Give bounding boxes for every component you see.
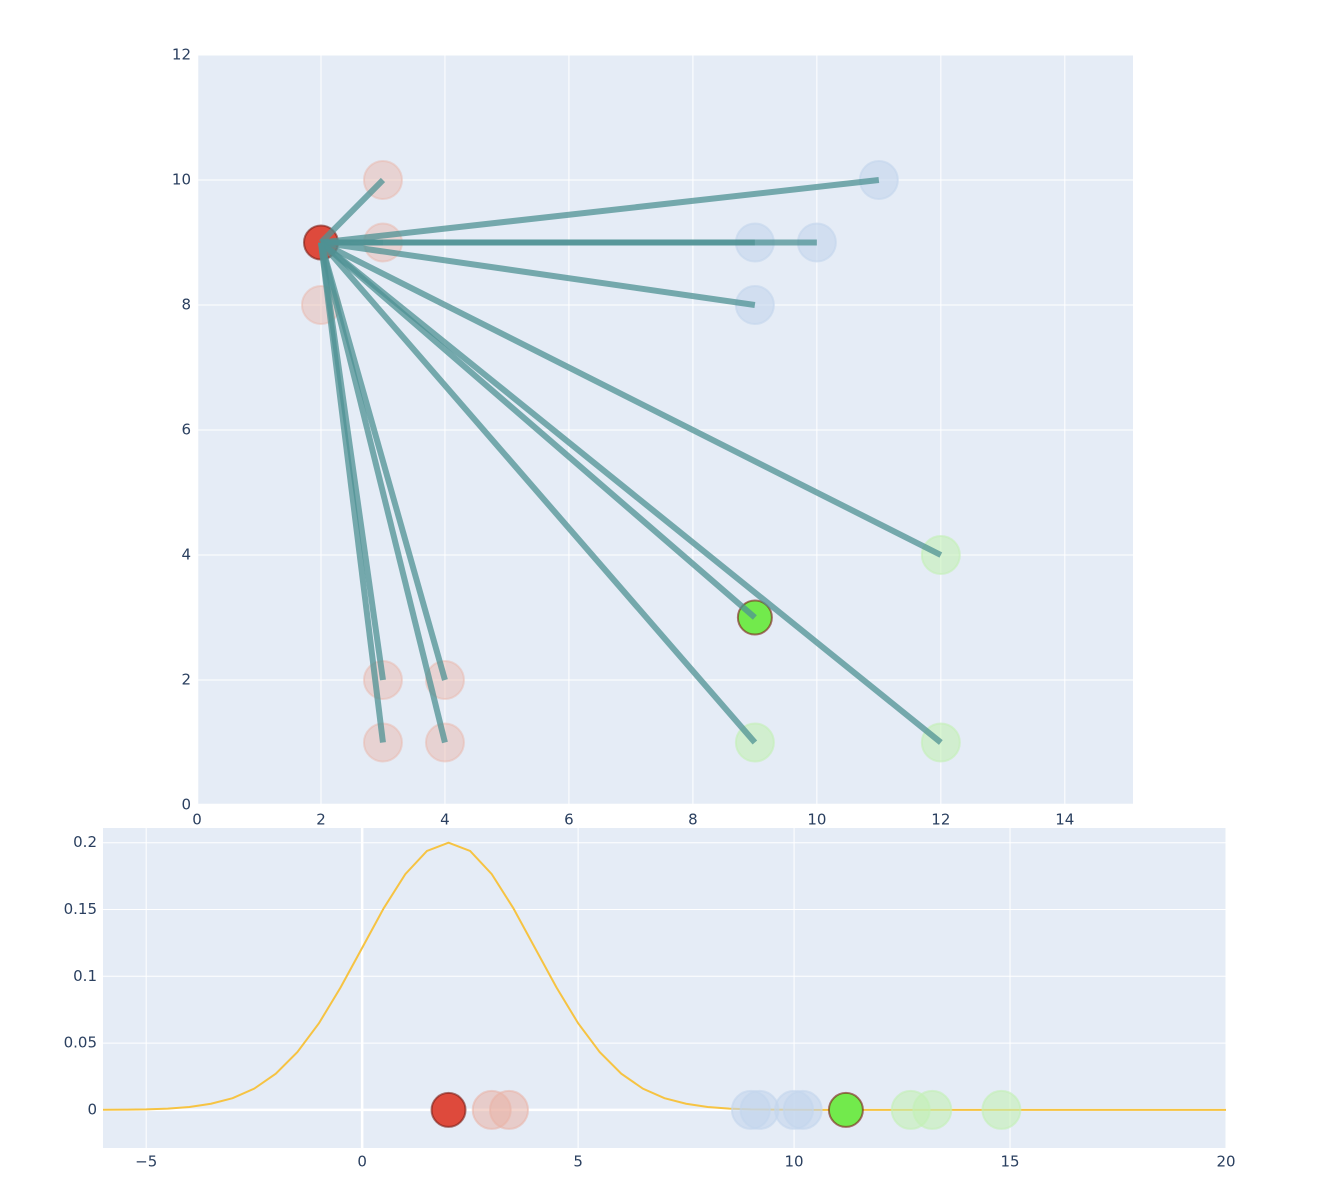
y-tick-label: 6 — [181, 421, 191, 439]
x-tick-label: 14 — [1055, 811, 1074, 829]
x-tick-label: 6 — [564, 811, 574, 829]
x-tick-label: 10 — [807, 811, 826, 829]
y-tick-label: 2 — [181, 671, 191, 689]
y-tick-label: 8 — [181, 296, 191, 314]
marker — [739, 1089, 780, 1130]
density-line — [102, 841, 1226, 1111]
y-tick-label: 0 — [87, 1100, 97, 1118]
x-tick-label: 8 — [688, 811, 698, 829]
x-tick-label: 10 — [785, 1153, 804, 1171]
y-tick-label: 12 — [172, 46, 191, 64]
x-tick-label: 12 — [931, 811, 950, 829]
x-tick-label: 0 — [192, 811, 202, 829]
y-tick-label: 0 — [181, 796, 191, 814]
connection-line — [319, 240, 943, 745]
marker — [981, 1089, 1022, 1130]
connection-line — [319, 240, 757, 620]
x-tick-label: 0 — [357, 1153, 367, 1171]
connection-line — [320, 177, 880, 246]
connection-line — [318, 240, 758, 745]
x-tick-label: 15 — [1000, 1153, 1019, 1171]
marker — [827, 1091, 864, 1128]
connection-line — [318, 241, 448, 744]
y-tick-label: 0.05 — [64, 1034, 97, 1052]
marker — [489, 1089, 530, 1130]
connection-line — [317, 242, 386, 743]
y-tick-label: 10 — [172, 171, 191, 189]
x-tick-label: −5 — [135, 1153, 157, 1171]
connection-line — [320, 239, 756, 308]
connection-line — [318, 177, 386, 245]
x-tick-label: 5 — [573, 1153, 583, 1171]
y-tick-label: 0.2 — [73, 833, 97, 851]
marker — [782, 1089, 823, 1130]
x-tick-label: 4 — [440, 811, 450, 829]
plot-area — [103, 828, 1226, 1148]
y-tick-label: 0.15 — [64, 900, 97, 918]
x-tick-label: 2 — [316, 811, 326, 829]
connection-line — [319, 239, 943, 558]
x-tick-label: 20 — [1216, 1153, 1235, 1171]
marker — [912, 1089, 953, 1130]
y-tick-label: 0.1 — [73, 967, 97, 985]
marker — [430, 1091, 467, 1128]
y-tick-label: 4 — [181, 546, 191, 564]
